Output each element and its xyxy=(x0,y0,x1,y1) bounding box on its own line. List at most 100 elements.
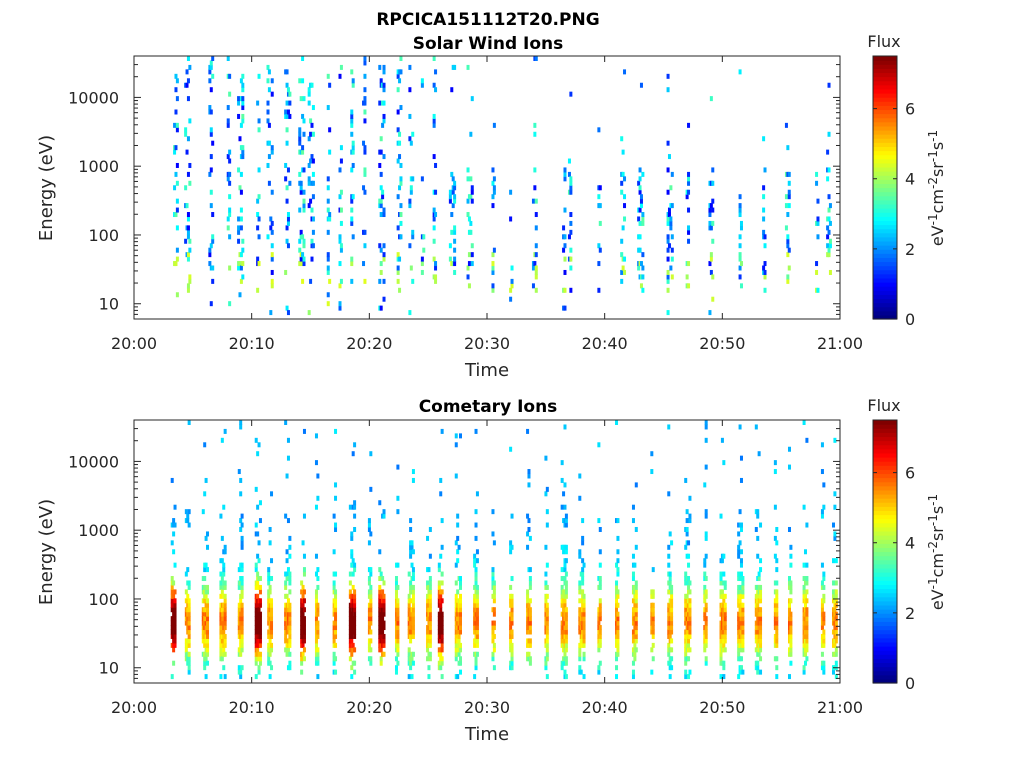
heatmap-cell xyxy=(326,256,330,262)
heatmap-cell xyxy=(186,513,190,519)
heatmap-cell xyxy=(334,642,338,648)
heatmap-cell xyxy=(453,247,457,253)
heatmap-cell xyxy=(309,278,313,284)
heatmap-cell xyxy=(805,642,809,648)
heatmap-cell xyxy=(222,647,226,653)
heatmap-cell xyxy=(439,651,443,657)
heatmap-cell xyxy=(399,69,403,75)
heatmap-cell xyxy=(738,69,742,75)
heatmap-cell xyxy=(454,433,458,439)
heatmap-cell xyxy=(396,509,400,515)
heatmap-cell xyxy=(802,420,806,425)
heatmap-cell xyxy=(582,674,586,680)
heatmap-cell xyxy=(578,611,582,617)
heatmap-cell xyxy=(396,252,400,258)
y-tick-label: 1000 xyxy=(78,521,119,540)
colorbar-segment xyxy=(873,240,897,246)
heatmap-cell xyxy=(723,629,727,635)
heatmap-cell xyxy=(475,633,479,639)
heatmap-cell xyxy=(834,638,838,644)
heatmap-cell xyxy=(285,69,289,75)
heatmap-cell xyxy=(763,274,767,280)
heatmap-cell xyxy=(428,642,432,648)
heatmap-cell xyxy=(257,194,261,200)
heatmap-cell xyxy=(763,243,767,249)
heatmap-cell xyxy=(562,607,566,613)
heatmap-cell xyxy=(426,656,430,662)
heatmap-cell xyxy=(223,633,227,639)
heatmap-cell xyxy=(597,261,601,267)
heatmap-cell xyxy=(581,567,585,573)
heatmap-cell xyxy=(704,629,708,635)
y-tick-label: 100 xyxy=(88,590,119,609)
heatmap-cell xyxy=(448,194,452,200)
heatmap-cell xyxy=(456,513,460,519)
heatmap-cell xyxy=(598,580,602,586)
heatmap-cell xyxy=(204,674,208,680)
heatmap-cell xyxy=(598,616,602,622)
colorbar-segment xyxy=(873,224,897,230)
heatmap-cell xyxy=(307,87,311,93)
heatmap-cell xyxy=(299,96,303,102)
heatmap-cell xyxy=(562,225,566,231)
heatmap-cell xyxy=(379,305,383,311)
heatmap-cell xyxy=(288,602,292,608)
heatmap-cell xyxy=(534,252,538,258)
heatmap-cell xyxy=(739,558,743,564)
heatmap-cell xyxy=(454,540,458,546)
heatmap-cell xyxy=(270,229,274,235)
colorbar-segment xyxy=(873,208,897,213)
heatmap-cell xyxy=(704,642,708,648)
heatmap-cell xyxy=(633,642,637,648)
heatmap-cell xyxy=(805,625,809,631)
heatmap-cell xyxy=(288,553,292,559)
heatmap-cell xyxy=(398,185,402,191)
heatmap-cell xyxy=(382,296,386,302)
heatmap-cell xyxy=(704,464,708,470)
heatmap-cell xyxy=(581,518,585,524)
heatmap-cell xyxy=(428,656,432,662)
heatmap-cell xyxy=(631,571,635,577)
heatmap-cell xyxy=(528,616,532,622)
heatmap-cell xyxy=(284,638,288,644)
heatmap-cell xyxy=(237,265,241,271)
heatmap-cell xyxy=(326,229,330,235)
heatmap-cell xyxy=(353,602,357,608)
colorbar-segment xyxy=(873,245,897,250)
heatmap-cell xyxy=(634,526,638,532)
heatmap-cell xyxy=(616,518,620,524)
heatmap-cell xyxy=(350,549,354,555)
heatmap-cell xyxy=(311,194,315,200)
heatmap-cell xyxy=(428,633,432,639)
heatmap-cell xyxy=(670,584,674,590)
heatmap-cell xyxy=(298,127,302,133)
heatmap-cell xyxy=(458,611,462,617)
heatmap-cell xyxy=(667,491,671,497)
heatmap-cell xyxy=(285,82,289,88)
heatmap-cell xyxy=(670,625,674,631)
heatmap-cell xyxy=(203,584,207,590)
heatmap-cell xyxy=(285,100,289,106)
heatmap-cell xyxy=(737,651,741,657)
heatmap-cell xyxy=(369,602,373,608)
colorbar-segment xyxy=(873,436,897,442)
heatmap-cell xyxy=(775,593,779,599)
heatmap-cell xyxy=(510,265,514,271)
heatmap-cell xyxy=(759,558,763,564)
heatmap-cell xyxy=(466,274,470,280)
heatmap-cell xyxy=(467,252,471,258)
heatmap-cell xyxy=(409,549,413,555)
heatmap-cell xyxy=(257,540,261,546)
heatmap-cell xyxy=(827,216,831,222)
heatmap-cell xyxy=(420,176,424,182)
heatmap-cell xyxy=(411,620,415,626)
heatmap-cell xyxy=(302,207,306,213)
heatmap-cell xyxy=(270,620,274,626)
heatmap-cell xyxy=(631,669,635,675)
heatmap-cell xyxy=(348,504,352,510)
heatmap-cell xyxy=(527,602,531,608)
heatmap-cell xyxy=(704,576,708,582)
heatmap-cell xyxy=(545,562,549,568)
heatmap-cell xyxy=(187,638,191,644)
heatmap-cell xyxy=(381,189,385,195)
